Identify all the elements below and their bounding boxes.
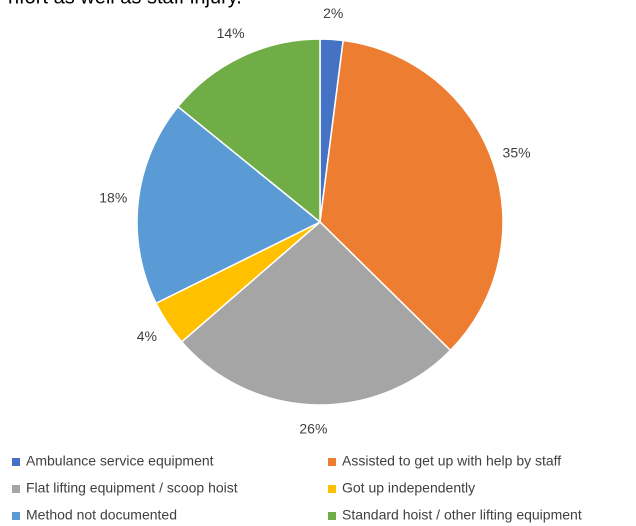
pie-slice bbox=[180, 220, 452, 406]
legend-label: Method not documented bbox=[26, 507, 177, 523]
data-label: 14% bbox=[217, 25, 245, 41]
pie-slice bbox=[136, 105, 322, 305]
data-label: 26% bbox=[299, 421, 327, 437]
data-label: 4% bbox=[137, 328, 157, 344]
legend-swatch bbox=[328, 485, 336, 493]
data-label: 2% bbox=[323, 5, 343, 21]
legend-swatch bbox=[12, 485, 20, 493]
legend-label: Ambulance service equipment bbox=[26, 453, 214, 469]
context-text: nfort as well as staff injury. bbox=[8, 0, 242, 8]
pie-slice bbox=[176, 38, 321, 224]
legend-swatch bbox=[12, 458, 20, 466]
legend-label: Assisted to get up with help by staff bbox=[342, 453, 561, 469]
pie-slice bbox=[319, 39, 504, 352]
legend-label: Flat lifting equipment / scoop hoist bbox=[26, 480, 238, 496]
data-label: 18% bbox=[99, 190, 127, 206]
legend-swatch bbox=[12, 512, 20, 520]
legend-label: Got up independently bbox=[342, 480, 475, 496]
legend-swatch bbox=[328, 458, 336, 466]
legend-swatch bbox=[328, 512, 336, 520]
data-label: 35% bbox=[503, 145, 531, 161]
legend-label: Standard hoist / other lifting equipment bbox=[342, 507, 582, 523]
